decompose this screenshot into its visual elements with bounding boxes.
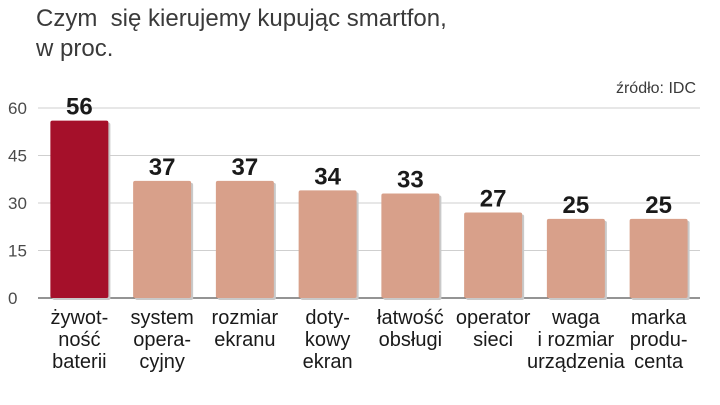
data-label: 25 (563, 192, 590, 219)
y-tick-label: 30 (8, 194, 27, 213)
data-label: 27 (480, 186, 507, 213)
category-label-line: ekran (303, 351, 353, 373)
source-note: źródło: IDC (615, 80, 696, 97)
data-label: 25 (645, 192, 672, 219)
bar (381, 193, 440, 298)
category-label-line: opera- (133, 329, 191, 351)
category-label-line: ekranu (214, 329, 275, 351)
label-layer: 56 żywot-ność baterii 37 system opera-cyjny 37… (50, 94, 687, 373)
y-tick-label: 0 (8, 289, 17, 308)
category-label-line: łatwość (377, 307, 444, 329)
category-label-line: doty- (305, 307, 349, 329)
category-label-line: system (130, 307, 193, 329)
bar (464, 212, 523, 298)
category-label: system opera-cyjny (130, 307, 193, 373)
y-tick-label: 60 (8, 99, 27, 118)
bar (133, 180, 192, 298)
category-label-line: operator (456, 307, 531, 329)
data-label: 37 (149, 154, 176, 181)
category-label-line: waga (551, 307, 601, 329)
category-label: waga i rozmiar urządzenia (527, 307, 626, 373)
chart-title-line-1: Czym się kierujemy kupując smartfon, (36, 5, 447, 32)
category-label-line: marka (631, 307, 687, 329)
bar (629, 218, 688, 298)
category-label-line: ność (58, 329, 100, 351)
category-label-line: baterii (52, 351, 106, 373)
data-label: 56 (66, 94, 93, 121)
category-label-line: rozmiar (212, 307, 279, 329)
category-label-line: cyjny (139, 351, 185, 373)
category-label: operator sieci (456, 307, 531, 351)
category-label-line: produ- (630, 329, 688, 351)
bar-layer (50, 120, 690, 301)
bar (50, 120, 109, 299)
data-label: 33 (397, 167, 424, 194)
category-label-line: sieci (473, 329, 513, 351)
category-label: marka produ-centa (630, 307, 688, 373)
chart-title: Czym się kierujemy kupując smartfon, w p… (36, 4, 447, 64)
category-label: żywot-ność baterii (50, 307, 108, 373)
data-label: 34 (314, 163, 341, 190)
category-label-line: i rozmiar (538, 329, 615, 351)
category-label-line: żywot- (50, 307, 108, 329)
category-label: łatwość obsługi (377, 307, 444, 351)
chart-title-line-2: w proc. (36, 35, 114, 62)
data-label: 37 (232, 154, 259, 181)
bar (546, 218, 605, 298)
category-label-line: centa (634, 351, 684, 373)
y-tick-label: 45 (8, 147, 27, 166)
category-label-line: kowy (305, 329, 351, 351)
category-label-line: urządzenia (527, 351, 626, 373)
y-tick-label: 15 (8, 242, 27, 261)
category-label: rozmiar ekranu (212, 307, 279, 351)
category-label: doty-kowy ekran (303, 307, 353, 373)
bar (215, 180, 274, 298)
category-label-line: obsługi (379, 329, 442, 351)
bar (298, 190, 357, 298)
